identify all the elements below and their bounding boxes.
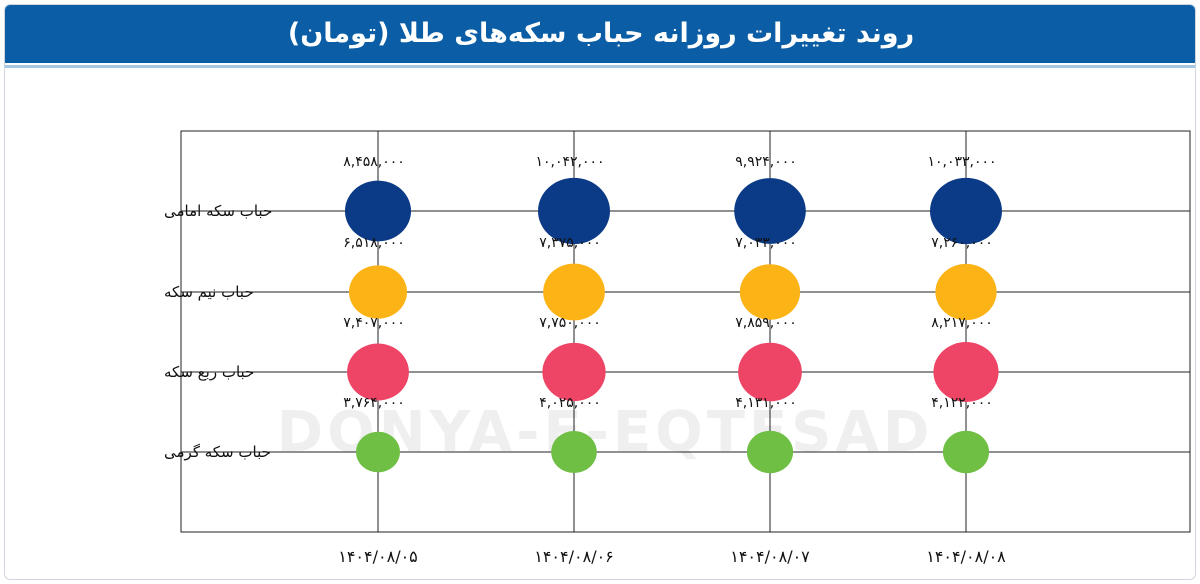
data-label: ۸,۲۱۷,۰۰۰ xyxy=(931,315,993,331)
bubble xyxy=(538,177,610,245)
header-divider xyxy=(5,65,1195,68)
bubble xyxy=(930,177,1002,245)
bubble xyxy=(551,431,597,473)
bubble xyxy=(935,263,997,321)
data-label: ۷,۴۰۷,۰۰۰ xyxy=(343,315,405,331)
plot-area-border xyxy=(180,130,1191,533)
data-label: ۱۰,۰۳۳,۰۰۰ xyxy=(927,154,996,170)
data-label: ۷,۷۵۰,۰۰۰ xyxy=(539,315,601,331)
x-tick-label: ۱۴۰۴/۰۸/۰۷ xyxy=(730,547,810,566)
chart-frame: روند تغییرات روزانه حباب سکه‌های طلا (تو… xyxy=(4,4,1196,580)
x-tick-label: ۱۴۰۴/۰۸/۰۸ xyxy=(926,547,1006,566)
bubble xyxy=(344,180,412,242)
category-label: حباب ربع سکه xyxy=(164,363,254,381)
data-label: ۴,۰۲۵,۰۰۰ xyxy=(539,395,601,411)
bubble xyxy=(543,263,605,321)
bubble xyxy=(933,342,999,402)
data-label: ۷,۰۳۳,۰۰۰ xyxy=(735,235,797,251)
bubble xyxy=(542,342,606,402)
data-label: ۴,۱۳۱,۰۰۰ xyxy=(735,395,797,411)
bubble xyxy=(348,265,408,319)
data-label: ۴,۱۲۲,۰۰۰ xyxy=(931,395,993,411)
x-tick-label: ۱۴۰۴/۰۸/۰۶ xyxy=(534,547,614,566)
bubble xyxy=(347,343,409,401)
bubble xyxy=(739,264,801,320)
bubble xyxy=(355,431,401,473)
chart-header: روند تغییرات روزانه حباب سکه‌های طلا (تو… xyxy=(5,5,1195,63)
data-label: ۷,۲۶۰,۰۰۰ xyxy=(931,235,993,251)
category-label: حباب سکه امامی xyxy=(164,202,272,220)
bubble xyxy=(746,430,794,474)
x-tick-label: ۱۴۰۴/۰۸/۰۵ xyxy=(338,547,418,566)
data-label: ۹,۹۲۴,۰۰۰ xyxy=(735,154,797,170)
bubble xyxy=(734,178,806,244)
data-label: ۱۰,۰۴۲,۰۰۰ xyxy=(535,154,604,170)
category-label: حباب سکه گرمی xyxy=(164,443,271,461)
category-label: حباب نیم سکه xyxy=(164,283,254,301)
bubble xyxy=(738,342,802,402)
data-label: ۶,۵۱۸,۰۰۰ xyxy=(343,235,405,251)
data-label: ۷,۸۵۹,۰۰۰ xyxy=(735,315,797,331)
data-label: ۷,۳۷۵,۰۰۰ xyxy=(539,235,601,251)
chart-title: روند تغییرات روزانه حباب سکه‌های طلا (تو… xyxy=(287,18,915,49)
data-label: ۸,۴۵۸,۰۰۰ xyxy=(343,154,405,170)
data-label: ۳,۷۶۴,۰۰۰ xyxy=(343,395,405,411)
bubble xyxy=(942,430,990,474)
